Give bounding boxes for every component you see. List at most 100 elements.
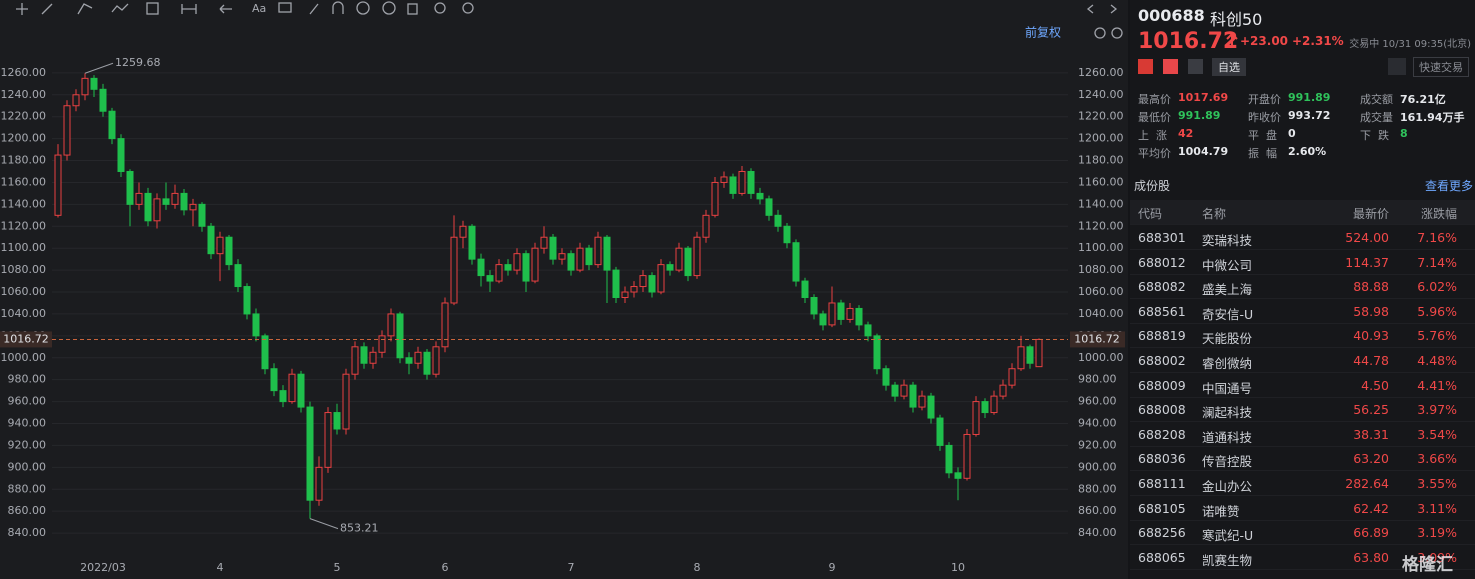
icon-pen[interactable]: [309, 3, 319, 15]
candle-body: [162, 198, 170, 205]
icon-redo[interactable]: [1110, 4, 1118, 14]
x-tick-label: 5: [334, 561, 341, 574]
low-pointer: [309, 518, 339, 530]
y-tick-label: 1180.00: [1, 154, 47, 167]
icon-undo[interactable]: [1086, 4, 1094, 14]
table-row[interactable]: 688301 奕瑞科技 524.00 7.16%: [1130, 225, 1475, 250]
candle-body: [972, 401, 980, 435]
candle-body: [351, 346, 359, 375]
candle-body: [486, 275, 494, 282]
table-row[interactable]: 688208 道通科技 38.31 3.54%: [1130, 422, 1475, 447]
candle-body: [135, 192, 143, 205]
cell: 5.76%: [1417, 328, 1457, 344]
icon-arrow[interactable]: [219, 4, 232, 14]
candle-body: [783, 225, 791, 244]
toolbar: [16, 1, 1123, 39]
icon-link[interactable]: [434, 2, 446, 14]
table-row[interactable]: 688819 天能股份 40.93 5.76%: [1130, 323, 1475, 349]
candle-body: [81, 77, 89, 96]
candle-body: [324, 412, 332, 468]
icon-zoom-out[interactable]: [1094, 27, 1106, 39]
cell: 4.48%: [1417, 353, 1457, 368]
cell: 688082: [1138, 279, 1186, 295]
candle-body: [414, 351, 422, 364]
quote-panel: 000688 科创50 1016.72 +23.00 +2.31% 交易中 10…: [1130, 0, 1475, 579]
candle-body: [117, 138, 125, 172]
table-row[interactable]: 688111 金山办公 282.64 3.55%: [1130, 471, 1475, 496]
table-row[interactable]: 688009 中国通号 4.50 4.41%: [1130, 373, 1475, 398]
stat-value: 991.89: [1288, 91, 1331, 104]
cell: 传音控股: [1202, 454, 1253, 470]
candle-body: [765, 198, 773, 216]
adjust-button[interactable]: 前复权: [1025, 25, 1061, 40]
table-row[interactable]: 688036 传音控股 63.20 3.66%: [1130, 446, 1475, 472]
candle-body: [99, 88, 107, 112]
icon-fib[interactable]: [77, 3, 93, 15]
y-tick-label: 840.00: [8, 526, 47, 539]
candle-body: [909, 384, 917, 408]
y-tick-label: 1060.00: [1, 285, 47, 298]
table-row[interactable]: 688002 睿创微纳 44.78 4.48%: [1130, 348, 1475, 373]
icon-settings[interactable]: [462, 2, 474, 14]
cell: 688008: [1138, 402, 1186, 418]
icon-hide[interactable]: [382, 1, 396, 15]
candle-body: [540, 236, 548, 249]
alert-button[interactable]: [1388, 58, 1406, 75]
candle-body: [576, 247, 584, 271]
icon-move[interactable]: [16, 3, 28, 15]
candle-body: [963, 433, 971, 479]
table-row[interactable]: 688008 澜起科技 56.25 3.97%: [1130, 397, 1475, 423]
table-row[interactable]: 688105 诺唯赞 62.42 3.11%: [1130, 496, 1475, 521]
cell: 凯赛生物: [1202, 552, 1253, 568]
table-row[interactable]: 688256 寒武纪-U 66.89 3.19%: [1130, 520, 1475, 546]
candle-body: [189, 203, 197, 211]
icon-magnet[interactable]: [332, 1, 344, 14]
high-label: 1259.68: [115, 56, 161, 69]
icon-eye[interactable]: [356, 1, 370, 15]
candle-body: [144, 192, 152, 222]
cell: 688105: [1138, 500, 1186, 516]
chart-bg: [0, 0, 1128, 579]
last-price-box-right: [1070, 331, 1125, 348]
cell: 688036: [1138, 451, 1186, 467]
candle-body: [522, 253, 530, 282]
y2-tick-label: 960.00: [1078, 395, 1117, 408]
icon-shape[interactable]: [146, 2, 159, 15]
cell: 6.02%: [1417, 279, 1457, 295]
candle-body: [630, 286, 638, 293]
y2-tick-label: 1120.00: [1078, 219, 1124, 232]
candle-body: [1035, 338, 1043, 368]
icon-measure[interactable]: [181, 4, 197, 14]
table-row[interactable]: 688082 盛美上海 88.88 6.02%: [1130, 274, 1475, 300]
y-tick-label: 940.00: [8, 417, 47, 430]
y-tick-label: 1000.00: [1, 351, 47, 364]
high-pointer: [84, 62, 114, 74]
table-row[interactable]: 688561 奇安信-U 58.98 5.96%: [1130, 299, 1475, 324]
y2-tick-label: 1160.00: [1078, 175, 1124, 188]
candle-body: [747, 170, 755, 194]
y-tick-label: 1100.00: [1, 241, 47, 254]
candle-body: [936, 417, 944, 446]
stat-label: 最高价: [1138, 93, 1171, 106]
cell: 44.78: [1353, 353, 1389, 368]
icon-note[interactable]: [278, 2, 292, 13]
icon-wave[interactable]: [111, 3, 129, 13]
stat-label: 平均价: [1138, 147, 1171, 160]
table-row[interactable]: 688065 凯赛生物 63.80 3.09%: [1130, 545, 1475, 570]
icon-zoom-in[interactable]: [1111, 27, 1123, 39]
toolbar-font[interactable]: Aa: [252, 2, 266, 15]
candle-body: [495, 264, 503, 282]
candle-body: [999, 384, 1007, 397]
cell: 688301: [1138, 230, 1186, 245]
icon-line[interactable]: [41, 3, 53, 15]
watch-button[interactable]: 自选: [1212, 58, 1246, 76]
quick-trade[interactable]: 快速交易: [1413, 57, 1469, 77]
cell: 524.00: [1345, 230, 1389, 245]
candle-body: [810, 297, 818, 315]
cell: 88.88: [1353, 279, 1389, 295]
table-row[interactable]: 688012 中微公司 114.37 7.14%: [1130, 250, 1475, 275]
icon-delete[interactable]: [407, 3, 418, 15]
candle-body: [261, 335, 269, 370]
candle-body: [441, 302, 449, 348]
more-link[interactable]: 查看更多: [1424, 179, 1473, 193]
